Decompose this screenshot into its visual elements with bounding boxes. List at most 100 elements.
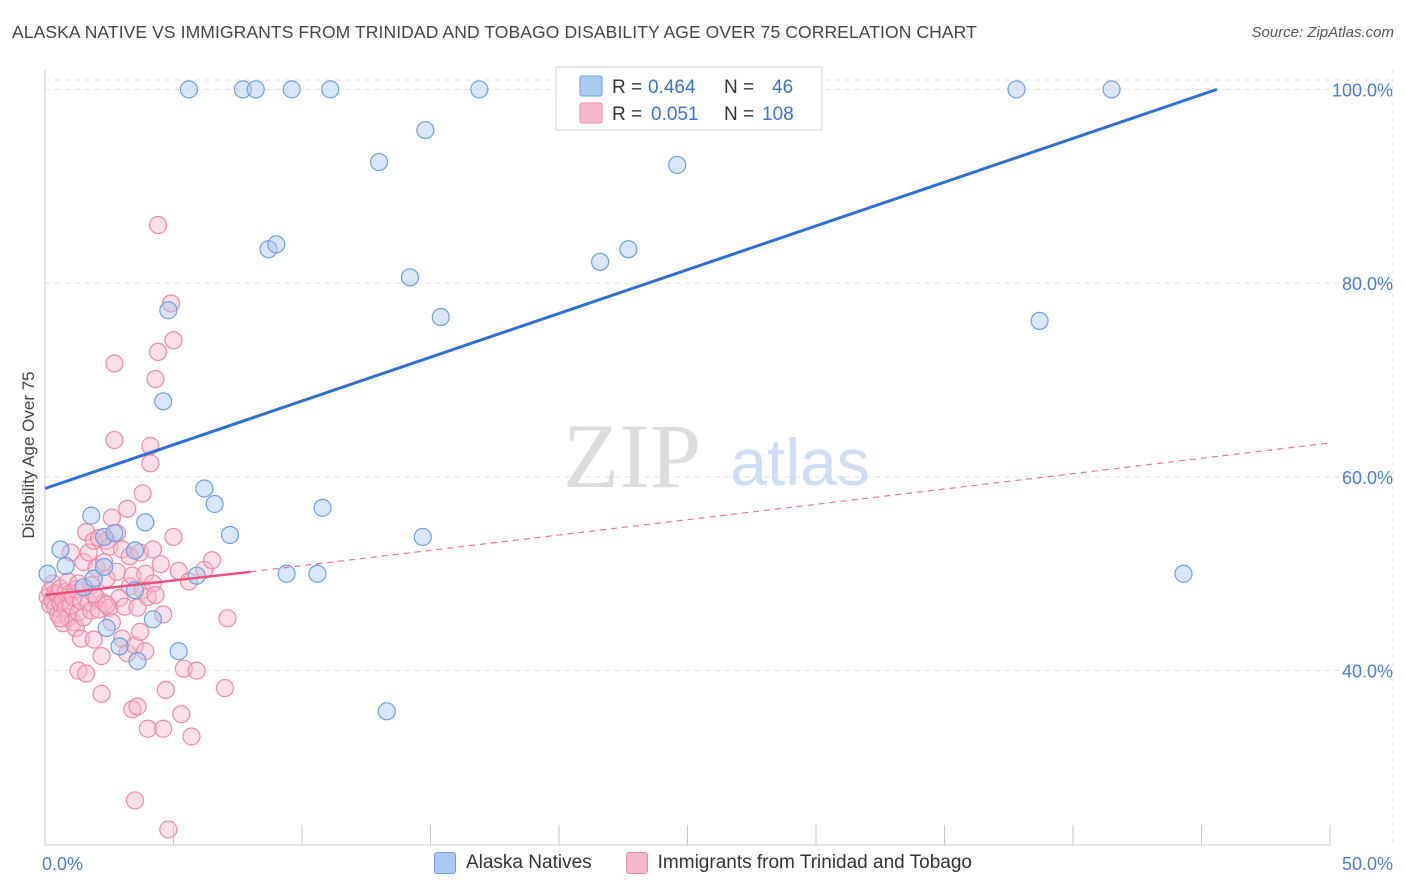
pink-point bbox=[146, 369, 165, 389]
blue-point bbox=[1030, 311, 1049, 331]
stats-r-value-1: 0.464 bbox=[648, 77, 696, 98]
pink-point bbox=[115, 597, 134, 616]
watermark: ZIP atlas bbox=[563, 405, 870, 507]
pink-point bbox=[130, 622, 150, 641]
blue-point bbox=[195, 479, 214, 498]
legend-item-alaska-natives[interactable]: Alaska Natives bbox=[433, 852, 592, 874]
pink-point bbox=[146, 585, 165, 605]
stats-r-label-1: R = bbox=[612, 77, 642, 98]
pink-point bbox=[136, 642, 155, 661]
stats-swatch-blue bbox=[579, 75, 603, 97]
pink-point bbox=[102, 508, 121, 527]
legend-label-trinidad-tobago: Immigrants from Trinidad and Tobago bbox=[657, 852, 973, 873]
watermark-atlas: atlas bbox=[730, 425, 869, 499]
pink-trend-extension bbox=[250, 442, 1331, 573]
blue-point bbox=[220, 525, 240, 545]
blue-point bbox=[105, 523, 124, 543]
pink-point bbox=[123, 700, 142, 719]
blue-point bbox=[97, 618, 116, 638]
pink-point bbox=[97, 595, 116, 614]
tick-labels: 40.0% 60.0% 80.0% 100.0% 0.0% 50.0% bbox=[42, 80, 1393, 874]
stats-r-value-2: 0.051 bbox=[651, 104, 699, 125]
stats-n-value-1: 46 bbox=[772, 77, 793, 98]
pink-point bbox=[61, 543, 80, 562]
blue-point bbox=[136, 513, 155, 532]
pink-point bbox=[164, 331, 183, 350]
blue-point bbox=[370, 152, 389, 172]
pink-point bbox=[120, 547, 139, 566]
pink-point bbox=[156, 680, 175, 700]
blue-point bbox=[431, 307, 450, 327]
stats-r-label-2: R = bbox=[612, 104, 642, 125]
blue-point bbox=[82, 506, 101, 525]
x-tick-label-min: 0.0% bbox=[42, 854, 83, 874]
blue-point bbox=[416, 120, 435, 140]
series-legend: Alaska Natives Immigrants from Trinidad … bbox=[0, 852, 1406, 874]
y-tick-label: 80.0% bbox=[1342, 274, 1393, 294]
pink-point bbox=[92, 646, 111, 666]
blue-point bbox=[110, 637, 129, 656]
pink-point bbox=[133, 484, 152, 503]
blue-point bbox=[282, 80, 301, 99]
pink-point bbox=[187, 661, 206, 680]
y-tick-label: 40.0% bbox=[1342, 662, 1393, 682]
blue-point bbox=[154, 392, 173, 411]
blue-point bbox=[128, 651, 147, 671]
pink-point bbox=[79, 543, 98, 562]
blue-point bbox=[179, 80, 199, 99]
blue-point bbox=[591, 252, 610, 271]
pink-point bbox=[128, 697, 147, 716]
blue-point bbox=[169, 642, 188, 661]
blue-point bbox=[51, 540, 70, 559]
blue-point bbox=[143, 610, 163, 629]
blue-trend-line bbox=[44, 87, 1218, 490]
pink-point bbox=[105, 430, 124, 450]
blue-point bbox=[267, 235, 286, 254]
pink-point bbox=[151, 554, 170, 574]
blue-point bbox=[246, 80, 265, 99]
blue-points bbox=[38, 80, 1193, 721]
pink-point bbox=[218, 609, 237, 628]
blue-point bbox=[470, 80, 489, 99]
y-axis-label: Disability Age Over 75 bbox=[19, 371, 38, 538]
blue-point bbox=[1174, 564, 1193, 583]
blue-point bbox=[413, 527, 432, 547]
blue-point bbox=[95, 557, 114, 577]
pink-point bbox=[136, 564, 155, 583]
blue-point bbox=[321, 80, 340, 99]
pink-point bbox=[215, 678, 234, 698]
blue-point bbox=[125, 541, 145, 560]
pink-point bbox=[143, 540, 163, 559]
legend-swatch-pink bbox=[625, 852, 648, 874]
chart-title: ALASKA NATIVE VS IMMIGRANTS FROM TRINIDA… bbox=[12, 22, 977, 42]
axes bbox=[44, 70, 1331, 846]
y-tick-label: 60.0% bbox=[1342, 468, 1393, 488]
pink-point bbox=[148, 215, 168, 235]
pink-point bbox=[92, 684, 111, 703]
pink-point bbox=[84, 630, 103, 649]
blue-point bbox=[400, 268, 420, 287]
pink-point bbox=[125, 636, 145, 655]
pink-point bbox=[71, 629, 91, 648]
pink-point bbox=[172, 705, 191, 724]
pink-point bbox=[125, 791, 145, 810]
trend-lines bbox=[44, 87, 1331, 597]
stats-swatch-pink bbox=[579, 102, 603, 124]
pink-point bbox=[102, 613, 121, 632]
pink-point bbox=[164, 527, 183, 547]
blue-point bbox=[84, 569, 103, 588]
legend-item-trinidad-tobago[interactable]: Immigrants from Trinidad and Tobago bbox=[625, 852, 973, 874]
pink-point bbox=[138, 719, 157, 738]
pink-trend-line bbox=[44, 570, 251, 597]
pink-point bbox=[148, 342, 168, 362]
pink-point bbox=[182, 727, 201, 746]
blue-point bbox=[668, 155, 687, 175]
y-tick-label: 100.0% bbox=[1332, 80, 1393, 100]
stats-n-value-2: 108 bbox=[762, 104, 794, 125]
pink-point bbox=[141, 454, 160, 473]
blue-point bbox=[159, 301, 178, 320]
pink-points bbox=[38, 215, 237, 839]
grid-lines bbox=[45, 70, 1395, 845]
source-credit: Source: ZipAtlas.com bbox=[1251, 24, 1394, 41]
